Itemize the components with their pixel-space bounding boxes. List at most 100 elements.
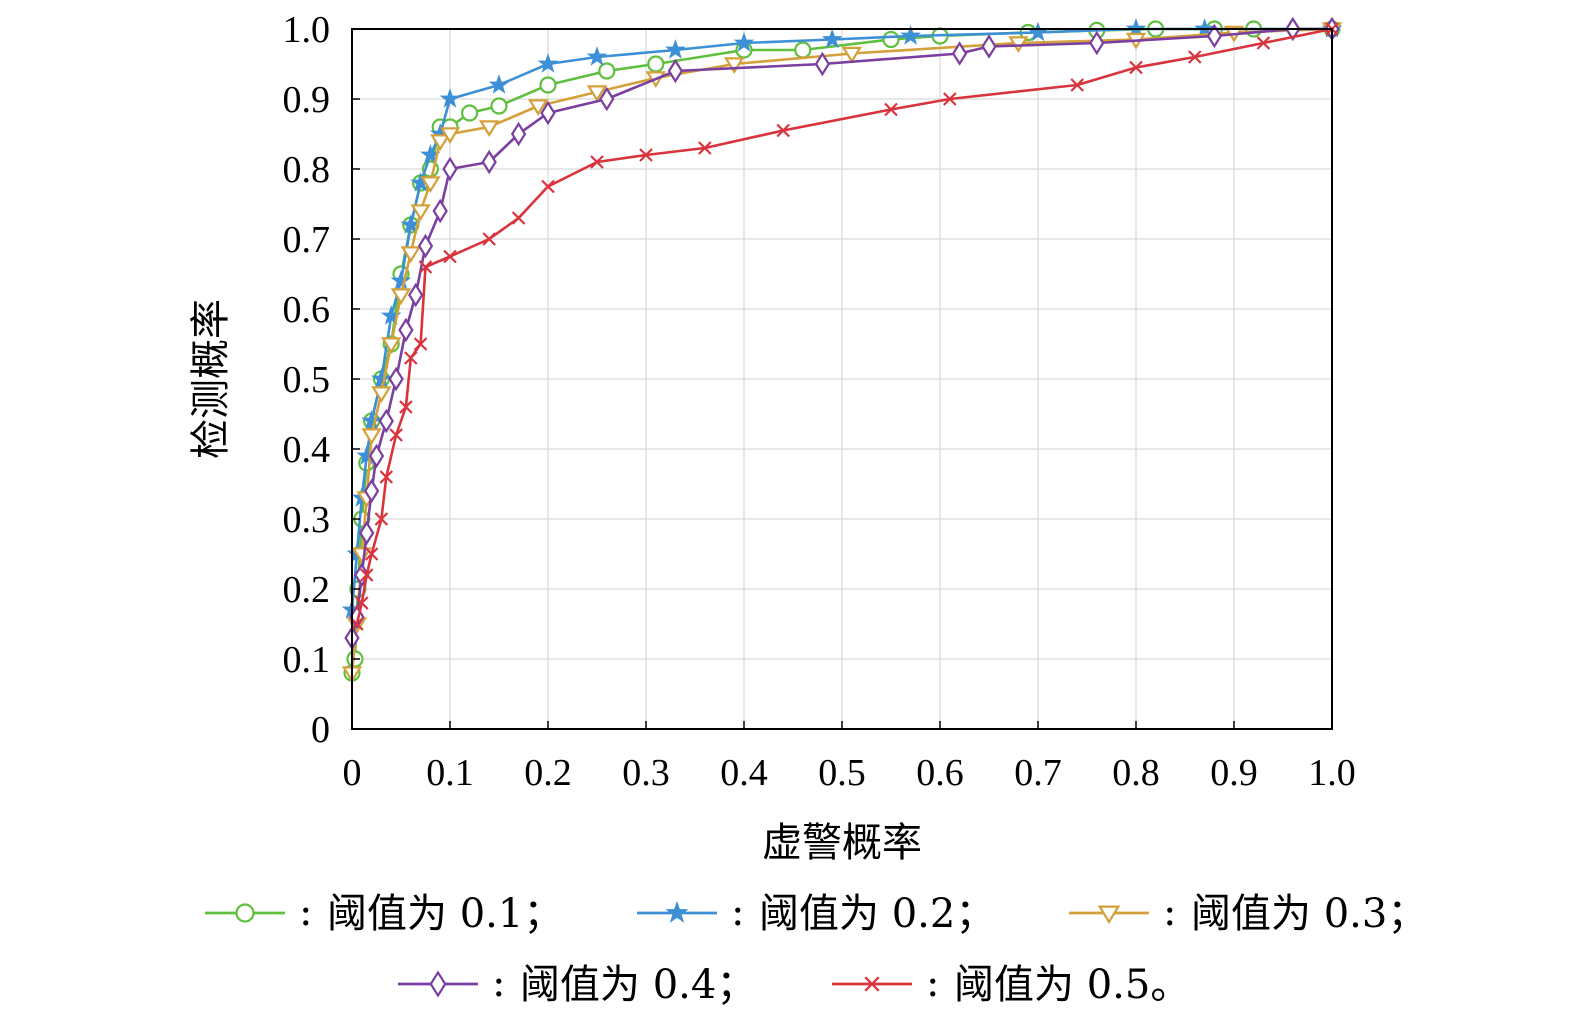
data-point-marker — [527, 99, 549, 116]
data-point-marker — [400, 246, 422, 263]
legend-marker — [235, 903, 255, 923]
y-tick-label: 0.5 — [283, 359, 331, 401]
x-tick-label: 0.9 — [1210, 752, 1258, 794]
legend-label: 阈值为 0.2； — [759, 891, 995, 937]
legend-marker — [1097, 905, 1121, 925]
x-tick-label: 0 — [343, 752, 362, 794]
data-point-marker — [371, 386, 392, 403]
data-point-marker — [390, 288, 412, 305]
data-point-marker — [478, 120, 500, 137]
legend-colon: : — [492, 960, 505, 1006]
data-point-marker — [539, 76, 557, 94]
legend-label: 阈值为 0.3； — [1191, 891, 1427, 937]
data-point-marker — [364, 547, 379, 561]
x-tick-label: 0.2 — [524, 752, 572, 794]
data-point-marker — [443, 249, 457, 264]
data-point-marker — [884, 102, 898, 117]
y-tick-label: 0.3 — [283, 499, 331, 541]
data-point-marker — [599, 86, 615, 112]
legend-colon: : — [1163, 889, 1176, 935]
data-point-marker — [378, 408, 394, 434]
legend-item-3: : 阈值为 0.3； — [1069, 889, 1427, 937]
legend-item-2: : 阈值为 0.2； — [637, 889, 995, 937]
data-point-marker — [490, 97, 508, 115]
data-point-marker — [488, 74, 510, 94]
data-point-marker — [371, 368, 392, 388]
data-point-marker — [733, 32, 755, 52]
data-point-marker — [586, 46, 608, 66]
y-tick-label: 0.8 — [283, 149, 331, 191]
data-point-marker — [408, 282, 424, 308]
data-point-marker — [841, 46, 863, 64]
legend-marker — [864, 976, 880, 992]
data-point-marker — [417, 233, 434, 259]
y-tick-label: 0.7 — [283, 219, 331, 261]
data-point-marker — [361, 410, 382, 430]
data-point-marker — [541, 179, 555, 194]
data-point-marker — [380, 337, 402, 354]
data-point-marker — [951, 41, 968, 66]
axis-ticks: 0 0.1 0.2 0.3 0.4 0.5 0.6 0.7 0.8 0.9 1.0 0 0.1 0.2 0.… — [283, 9, 1356, 794]
data-point-marker — [1070, 78, 1084, 92]
data-point-marker — [432, 198, 448, 224]
data-point-marker — [418, 260, 433, 274]
y-axis-title: 检测概率 — [188, 299, 234, 459]
data-point-marker — [776, 123, 790, 138]
data-point-marker — [590, 155, 604, 169]
data-point-marker — [698, 141, 712, 155]
data-point-marker — [1129, 60, 1143, 75]
data-point-marker — [639, 148, 653, 162]
data-point-marker — [439, 127, 461, 144]
x-tick-label: 1.0 — [1308, 752, 1356, 794]
x-tick-label: 0.6 — [916, 752, 964, 794]
legend-label: 阈值为 0.4； — [520, 962, 756, 1008]
grid-lines — [352, 29, 1332, 729]
y-tick-label: 0.6 — [283, 289, 331, 331]
y-tick-label: 0.2 — [283, 569, 331, 611]
data-point-marker — [429, 134, 451, 151]
data-point-marker — [794, 41, 812, 59]
data-point-marker — [359, 520, 375, 546]
series-5 — [350, 22, 1339, 631]
data-point-marker — [390, 270, 412, 290]
x-tick-label: 0.8 — [1112, 752, 1160, 794]
data-point-marker — [598, 62, 616, 80]
data-point-marker — [537, 53, 559, 73]
data-point-marker — [368, 443, 385, 469]
y-tick-label: 1.0 — [283, 9, 331, 51]
series-line — [350, 27, 1332, 611]
data-point-marker — [540, 100, 556, 126]
data-point-marker — [461, 104, 479, 122]
y-tick-label: 0.4 — [283, 429, 331, 471]
data-point-marker — [442, 156, 458, 182]
data-point-marker — [389, 428, 403, 442]
data-point-marker — [374, 512, 389, 526]
data-point-marker — [821, 28, 843, 49]
data-point-marker — [482, 232, 496, 246]
data-point-marker — [398, 317, 414, 343]
data-point-marker — [665, 39, 686, 59]
legend-colon: : — [926, 960, 939, 1006]
data-point-marker — [410, 204, 431, 221]
data-point-marker — [413, 337, 428, 351]
data-point-marker — [981, 34, 997, 59]
data-point-marker — [1089, 30, 1105, 56]
data-point-marker — [355, 596, 369, 610]
legend-colon: : — [731, 889, 744, 935]
data-point-marker — [420, 176, 441, 193]
legend-label: 阈值为 0.1； — [327, 891, 563, 937]
data-point-marker — [1188, 50, 1202, 64]
x-tick-label: 0.1 — [426, 752, 474, 794]
data-point-marker — [723, 57, 745, 74]
data-point-marker — [481, 149, 497, 175]
data-point-marker — [900, 25, 921, 45]
data-point-marker — [1256, 36, 1271, 50]
legend-marker — [665, 900, 689, 923]
data-point-marker — [361, 428, 382, 445]
x-tick-label: 0.4 — [720, 752, 768, 794]
x-axis-title: 虚警概率 — [762, 820, 922, 866]
legend-label: 阈值为 0.5。 — [954, 962, 1190, 1008]
series-line — [355, 27, 1333, 625]
legend-item-1: : 阈值为 0.1； — [205, 889, 563, 937]
